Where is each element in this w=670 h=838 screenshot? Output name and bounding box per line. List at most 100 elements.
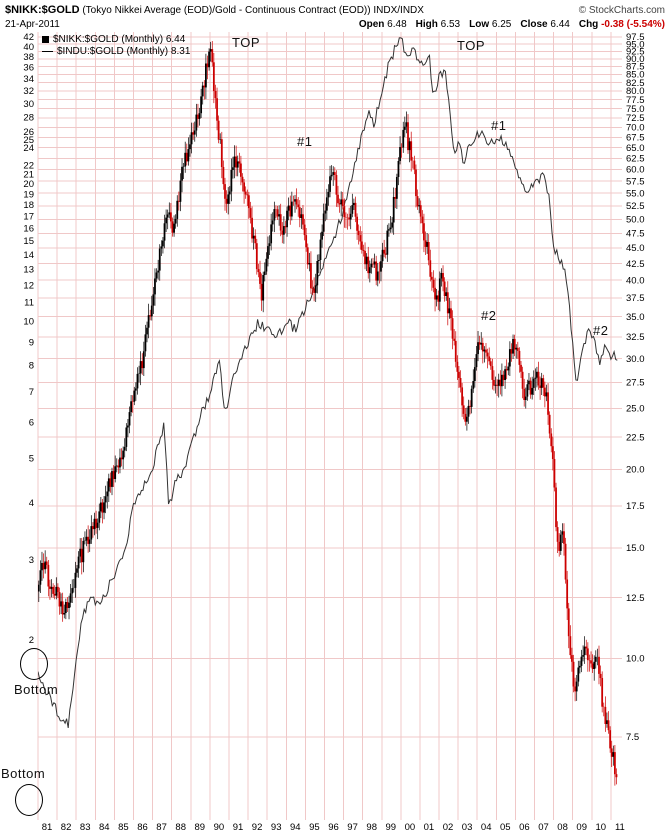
change-value: -0.38 (-5.54%): [601, 19, 665, 30]
svg-text:75.0: 75.0: [626, 104, 645, 115]
svg-text:07: 07: [538, 822, 549, 833]
svg-text:34: 34: [23, 74, 34, 85]
svg-text:57.5: 57.5: [626, 176, 645, 187]
chart-description: (Tokyo Nikkei Average (EOD)/Gold - Conti…: [82, 5, 424, 16]
svg-text:80.0: 80.0: [626, 86, 645, 97]
quote-close: Close 6.44: [520, 19, 570, 30]
svg-text:22: 22: [23, 160, 34, 171]
svg-text:52.5: 52.5: [626, 201, 645, 212]
svg-text:88: 88: [175, 822, 186, 833]
line-swatch-icon: [42, 50, 53, 52]
svg-text:82.5: 82.5: [626, 78, 645, 89]
svg-text:24: 24: [23, 143, 34, 154]
svg-text:18: 18: [23, 200, 34, 211]
svg-text:89: 89: [195, 822, 206, 833]
svg-text:91: 91: [233, 822, 244, 833]
svg-text:42: 42: [23, 32, 34, 43]
svg-text:19: 19: [23, 189, 34, 200]
svg-text:82: 82: [61, 822, 72, 833]
svg-text:6: 6: [29, 418, 34, 429]
ohlc-quote: Open 6.48 High 6.53 Low 6.25 Close 6.44 …: [359, 19, 665, 30]
svg-text:86: 86: [137, 822, 148, 833]
svg-text:06: 06: [519, 822, 530, 833]
quote-change: Chg -0.38 (-5.54%): [578, 19, 665, 30]
svg-text:01: 01: [424, 822, 435, 833]
svg-text:37.5: 37.5: [626, 293, 645, 304]
svg-text:72.5: 72.5: [626, 113, 645, 124]
svg-text:03: 03: [462, 822, 473, 833]
svg-text:10: 10: [596, 822, 607, 833]
svg-text:99: 99: [386, 822, 397, 833]
svg-text:70.0: 70.0: [626, 123, 645, 134]
nikk-gold-candle-series: [38, 41, 618, 786]
svg-text:20: 20: [23, 179, 34, 190]
svg-text:95.0: 95.0: [626, 39, 645, 50]
svg-text:00: 00: [405, 822, 416, 833]
svg-text:55.0: 55.0: [626, 188, 645, 199]
svg-text:20.0: 20.0: [626, 465, 645, 476]
svg-text:26: 26: [23, 127, 34, 138]
svg-text:85.0: 85.0: [626, 70, 645, 81]
svg-text:11: 11: [24, 298, 34, 309]
svg-text:9: 9: [29, 337, 34, 348]
svg-text:10.0: 10.0: [626, 654, 645, 665]
svg-text:10: 10: [23, 316, 34, 327]
legend-nikk-gold-label: $NIKK:$GOLD (Monthly) 6.44: [53, 33, 186, 45]
svg-text:40: 40: [23, 42, 34, 53]
svg-text:97: 97: [347, 822, 358, 833]
svg-text:90: 90: [214, 822, 225, 833]
quote-high: High 6.53: [415, 19, 461, 30]
svg-text:83: 83: [80, 822, 91, 833]
svg-text:15.0: 15.0: [626, 543, 645, 554]
svg-text:60.0: 60.0: [626, 165, 645, 176]
chart-title: $NIKK:$GOLD (Tokyo Nikkei Average (EOD)/…: [5, 4, 424, 16]
chart-date: 21-Apr-2011: [5, 19, 60, 30]
legend-indu-gold: $INDU:$GOLD (Monthly) 8.31: [42, 45, 190, 57]
svg-text:38: 38: [23, 52, 34, 63]
quote-low: Low 6.25: [469, 19, 512, 30]
svg-text:65.0: 65.0: [626, 143, 645, 154]
svg-text:12.5: 12.5: [626, 593, 645, 604]
svg-text:7.5: 7.5: [626, 732, 639, 743]
svg-text:36: 36: [23, 63, 34, 74]
grid-and-axes: 97.595.092.590.087.585.082.580.077.575.0…: [23, 32, 645, 833]
svg-text:32.5: 32.5: [626, 332, 645, 343]
svg-text:8: 8: [29, 361, 34, 372]
copyright: © StockCharts.com: [578, 5, 665, 16]
quote-open: Open 6.48: [358, 19, 407, 30]
svg-text:04: 04: [481, 822, 492, 833]
svg-text:08: 08: [557, 822, 568, 833]
svg-text:5: 5: [29, 454, 34, 465]
svg-text:47.5: 47.5: [626, 229, 645, 240]
svg-text:15: 15: [23, 236, 34, 247]
svg-text:28: 28: [23, 113, 34, 124]
svg-text:25.0: 25.0: [626, 404, 645, 415]
svg-text:12: 12: [23, 280, 34, 291]
svg-text:17: 17: [23, 211, 34, 222]
svg-text:02: 02: [443, 822, 454, 833]
svg-text:84: 84: [99, 822, 110, 833]
svg-text:96: 96: [328, 822, 339, 833]
svg-text:90.0: 90.0: [626, 54, 645, 65]
svg-text:40.0: 40.0: [626, 275, 645, 286]
svg-text:81: 81: [42, 822, 53, 833]
svg-text:42.5: 42.5: [626, 259, 645, 270]
svg-text:87.5: 87.5: [626, 62, 645, 73]
svg-text:94: 94: [290, 822, 301, 833]
svg-text:92.5: 92.5: [626, 47, 645, 58]
svg-text:22.5: 22.5: [626, 432, 645, 443]
svg-text:30: 30: [23, 99, 34, 110]
svg-text:45.0: 45.0: [626, 243, 645, 254]
svg-text:87: 87: [156, 822, 167, 833]
candlestick-swatch-icon: [42, 35, 49, 43]
legend: $NIKK:$GOLD (Monthly) 6.44 $INDU:$GOLD (…: [42, 33, 190, 57]
svg-text:27.5: 27.5: [626, 378, 645, 389]
svg-text:17.5: 17.5: [626, 501, 645, 512]
svg-text:13: 13: [23, 265, 34, 276]
svg-text:30.0: 30.0: [626, 354, 645, 365]
svg-text:67.5: 67.5: [626, 133, 645, 144]
svg-text:50.0: 50.0: [626, 215, 645, 226]
svg-text:92: 92: [252, 822, 263, 833]
svg-text:11: 11: [615, 822, 625, 833]
